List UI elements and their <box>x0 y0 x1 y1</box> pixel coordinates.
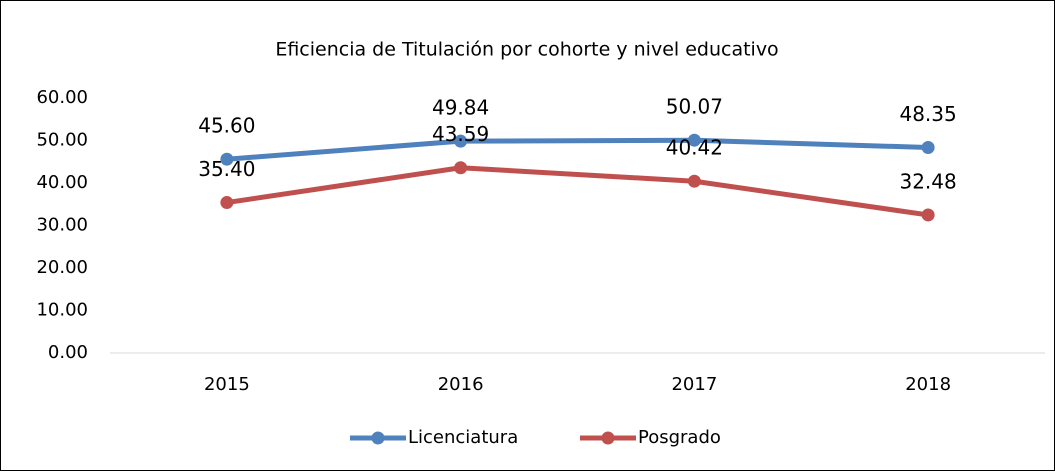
data-label: 32.48 <box>899 169 956 193</box>
y-tick-label: 10.00 <box>36 300 88 321</box>
data-label: 40.42 <box>666 136 723 160</box>
series-line <box>224 137 931 162</box>
x-tick-label: 2015 <box>204 374 250 395</box>
legend-marker <box>371 431 385 445</box>
data-label: 35.40 <box>198 157 255 181</box>
data-label: 43.59 <box>432 122 489 146</box>
y-tick-label: 20.00 <box>36 257 88 278</box>
legend-label: Licenciatura <box>408 427 518 448</box>
y-tick-label: 0.00 <box>48 342 88 363</box>
legend-marker <box>601 431 615 445</box>
data-point <box>454 134 468 148</box>
data-point <box>921 141 935 155</box>
data-point <box>220 196 234 210</box>
data-point <box>454 161 468 175</box>
x-tick-label: 2018 <box>905 374 951 395</box>
y-tick-label: 40.00 <box>36 172 88 193</box>
series-line <box>224 165 931 218</box>
data-label: 48.35 <box>899 102 956 126</box>
x-tick-label: 2017 <box>671 374 717 395</box>
data-point <box>921 208 935 222</box>
legend-label: Posgrado <box>638 427 721 448</box>
y-tick-label: 30.00 <box>36 215 88 236</box>
data-point <box>687 133 701 147</box>
y-tick-label: 60.00 <box>36 87 88 108</box>
data-label: 49.84 <box>432 96 489 120</box>
data-label: 50.07 <box>666 95 723 119</box>
x-tick-label: 2016 <box>438 374 484 395</box>
data-point <box>687 174 701 188</box>
data-point <box>220 152 234 166</box>
data-label: 45.60 <box>198 114 255 138</box>
y-tick-label: 50.00 <box>36 130 88 151</box>
chart-title: Eficiencia de Titulación por cohorte y n… <box>275 39 778 61</box>
